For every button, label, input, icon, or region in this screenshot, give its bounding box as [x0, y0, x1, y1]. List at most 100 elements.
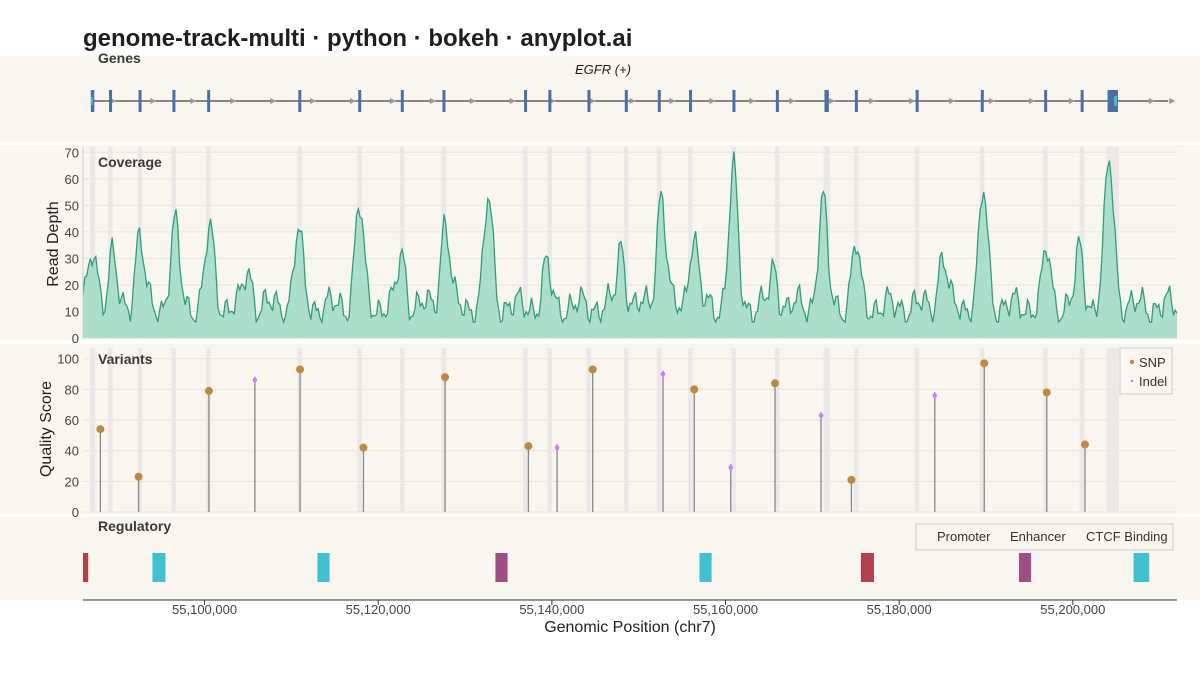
strand-arrow-icon [469, 98, 476, 104]
strand-arrow-icon [509, 98, 516, 104]
variants-panel-title: Variants [98, 351, 153, 367]
exon-band [774, 147, 780, 338]
indel-marker [660, 370, 666, 379]
chart-title: genome-track-multi · python · bokeh · an… [83, 25, 632, 52]
exon-band [914, 147, 920, 338]
strand-arrow-icon [230, 98, 237, 104]
exon-band [399, 348, 405, 512]
promoter-legend-label: Promoter [937, 529, 991, 544]
snp-marker [588, 365, 597, 374]
exon [524, 90, 528, 112]
snp-marker [847, 475, 856, 484]
exon-band [853, 147, 859, 338]
indel-marker [554, 443, 560, 452]
snp-marker [980, 359, 989, 368]
coverage-y-axis-label: Read Depth [45, 201, 62, 286]
snp-marker [770, 379, 779, 388]
exon-band [137, 348, 143, 512]
x-axis-tick-label: 55,180,000 [867, 602, 932, 617]
exon-band [656, 348, 662, 512]
snp-marker [690, 385, 699, 394]
exon [824, 90, 829, 112]
exon-band [774, 348, 780, 512]
coverage-y-tick-label: 60 [65, 172, 79, 187]
variants-panel: 0 20 40 60 80 100 Variants Quality Score SNP … [0, 344, 1200, 520]
regulatory-element-enhancer [1133, 553, 1150, 582]
exon-band [171, 348, 177, 512]
variants-legend: SNP Indel [1119, 347, 1173, 395]
variants-y-tick-label: 0 [72, 505, 79, 520]
strand-arrow-icon [989, 98, 996, 104]
variants-y-tick-label: 80 [65, 382, 79, 397]
coverage-y-tick-label: 0 [72, 331, 79, 346]
strand-arrow-icon [869, 98, 876, 104]
strand-arrow-icon [949, 98, 956, 104]
strand-arrow-icon [350, 98, 357, 104]
exon-band [89, 147, 96, 338]
coverage-panel-title: Coverage [98, 154, 162, 170]
variants-legend-box [1119, 347, 1173, 395]
exon [980, 90, 984, 112]
indel-legend-marker [1130, 379, 1134, 383]
strand-arrow-icon [1068, 98, 1075, 104]
exon [109, 90, 113, 112]
coverage-y-tick-label: 50 [65, 198, 79, 213]
exon [587, 90, 591, 112]
strand-arrow-icon [150, 98, 157, 104]
coverage-y-tick-label: 30 [65, 251, 79, 266]
coverage-y-tick-label: 70 [65, 145, 79, 160]
snp-marker [1080, 440, 1089, 449]
exon [1107, 90, 1118, 112]
exon-band [89, 348, 96, 512]
exon-band [523, 348, 528, 512]
snp-marker [359, 443, 368, 452]
indel-marker [818, 411, 824, 420]
exon-band [914, 348, 920, 512]
x-axis-tick-label: 55,160,000 [693, 602, 758, 617]
exon-band [688, 147, 693, 338]
indel-marker [932, 391, 938, 400]
regulatory-panel: Regulatory Promoter Enhancer CTCF Bindin… [0, 517, 1200, 600]
strand-arrow-icon [789, 98, 796, 104]
exon [854, 90, 858, 112]
strand-arrow-icon [429, 98, 436, 104]
coverage-y-tick-label: 20 [65, 278, 79, 293]
regulatory-element-enhancer [317, 553, 330, 582]
variants-panel-background [0, 344, 1200, 514]
strand-arrow-icon [829, 98, 836, 104]
snp-marker [134, 472, 143, 481]
regulatory-element-enhancer [152, 553, 166, 582]
exon-band [731, 348, 737, 512]
exon-band [441, 348, 447, 512]
exon-band [623, 147, 629, 338]
exon-band [1106, 348, 1119, 512]
strand-arrow-icon [1029, 98, 1036, 104]
x-axis-tick-label: 55,200,000 [1040, 602, 1105, 617]
x-axis-tick-label: 55,140,000 [519, 602, 584, 617]
strand-arrow-icon [389, 98, 396, 104]
exon [298, 90, 302, 112]
exon [657, 90, 661, 112]
coverage-y-tick-label: 10 [65, 304, 79, 319]
exon-band [1079, 348, 1085, 512]
snp-marker [96, 425, 105, 434]
strand-arrow-icon [1169, 98, 1176, 104]
exon-band [586, 147, 592, 338]
regulatory-legend-box [915, 523, 1174, 551]
snp-marker [441, 373, 450, 382]
genes-panel: Genes EGFR (+) [0, 50, 1200, 142]
exon-band [547, 147, 552, 338]
strand-arrow-icon [1148, 98, 1155, 104]
ctcf-legend-label: CTCF Binding [1086, 529, 1168, 544]
regulatory-element-ctcf [1018, 553, 1032, 582]
exon-band [979, 348, 985, 512]
variants-y-tick-label: 20 [65, 474, 79, 489]
snp-marker [296, 365, 305, 374]
regulatory-panel-title: Regulatory [98, 518, 171, 534]
exon-band [108, 147, 113, 338]
exon-band [623, 348, 629, 512]
exon-band [853, 348, 859, 512]
strand-arrow-icon [749, 98, 756, 104]
strand-arrow-icon [909, 98, 916, 104]
